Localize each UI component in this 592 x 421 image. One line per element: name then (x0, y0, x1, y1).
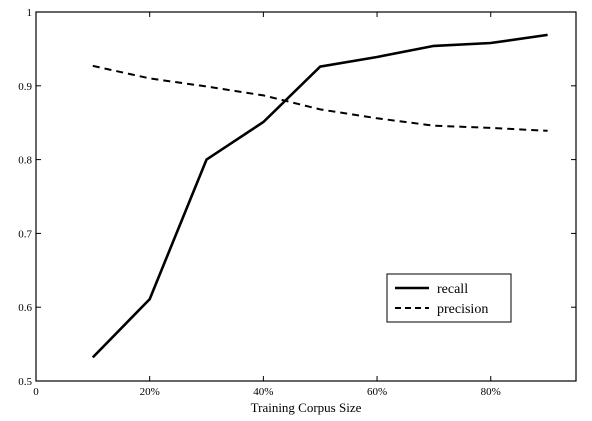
y-tick-label: 0.9 (18, 81, 32, 93)
x-axis: 0 20% 40% 60% 80% (33, 12, 501, 398)
legend-label-recall: recall (437, 282, 468, 297)
legend-label-precision: precision (437, 302, 488, 317)
legend-box (386, 273, 512, 323)
x-tick-label: 40% (253, 386, 273, 398)
series-layer (91, 33, 548, 359)
x-tick-label: 80% (481, 386, 501, 398)
x-tick-label: 60% (367, 386, 387, 398)
series-line-precision (92, 64, 548, 132)
x-tick-label: 20% (140, 386, 160, 398)
y-tick-label: 0.7 (18, 228, 32, 240)
x-tick-label: 0 (33, 386, 39, 398)
y-axis: 0.5 0.6 0.7 0.8 0.9 1 (18, 7, 576, 388)
plot-border (35, 11, 577, 382)
y-tick-label: 0.5 (18, 376, 32, 388)
series-line-recall (91, 33, 548, 359)
plot-frame (35, 11, 577, 382)
y-tick-label: 1 (27, 7, 33, 19)
legend: recall precision (386, 273, 512, 323)
x-axis-label: Training Corpus Size (251, 400, 362, 415)
y-tick-label: 0.8 (18, 155, 32, 167)
y-tick-label: 0.6 (18, 302, 32, 314)
